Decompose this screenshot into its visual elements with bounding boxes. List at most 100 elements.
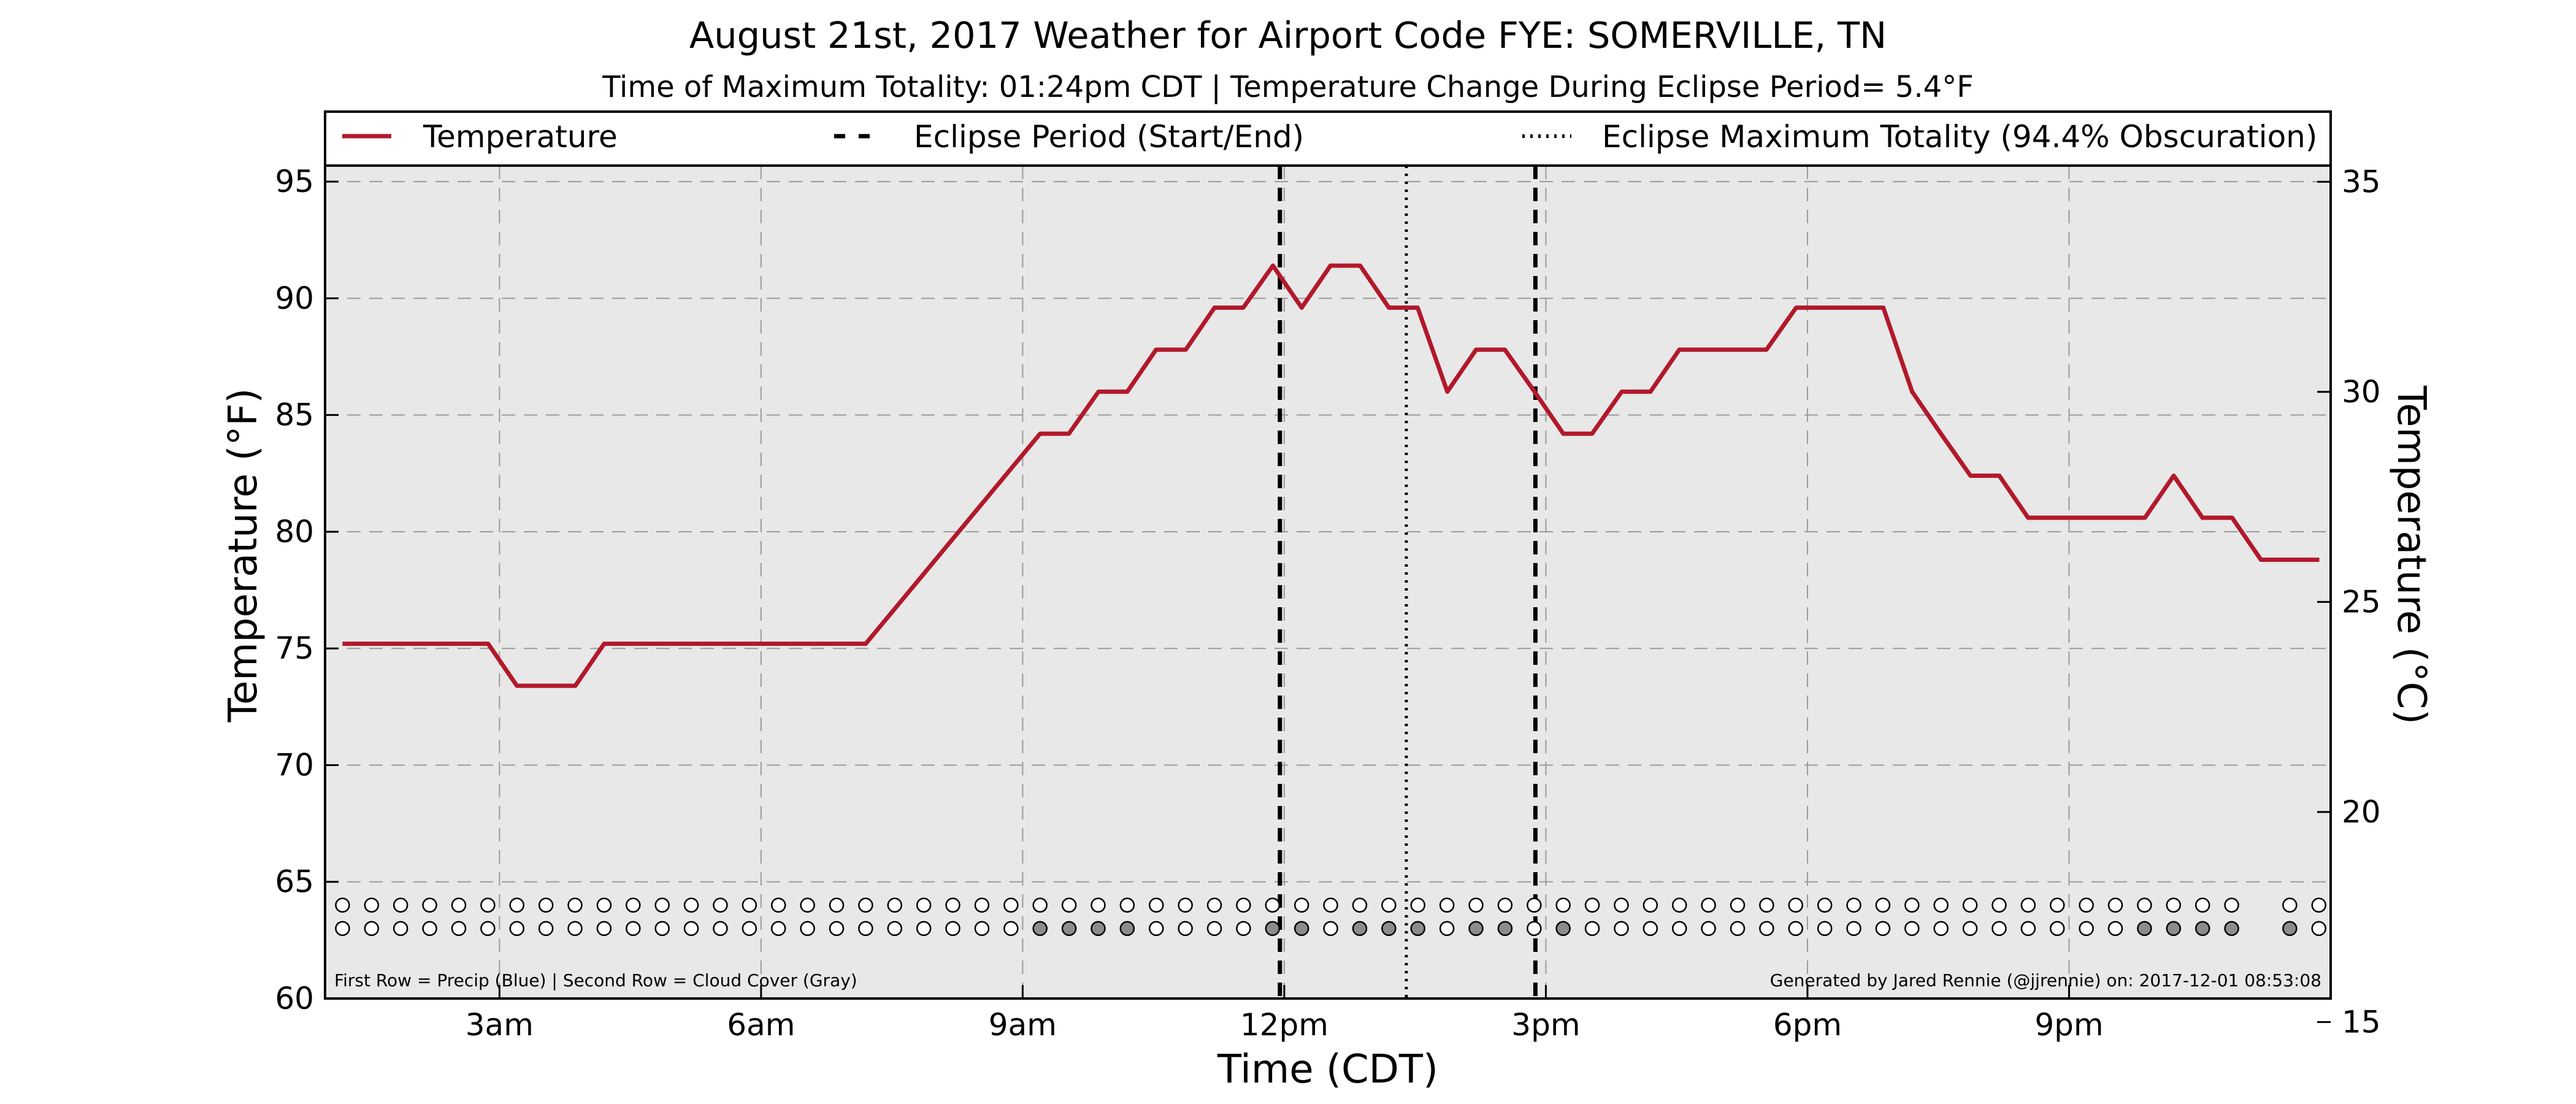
cloud-dot	[2107, 921, 2123, 937]
cloud-dot	[1614, 921, 1629, 937]
precip-dot	[1555, 897, 1571, 913]
credit-note: Generated by Jared Rennie (@jjrennie) on…	[1770, 970, 2321, 991]
cloud-dot	[1294, 921, 1309, 937]
cloud-dot	[2282, 921, 2298, 937]
cloud-dot	[335, 921, 350, 937]
precip-dot	[2195, 897, 2210, 913]
x-tick-label: 12pm	[1240, 1007, 1328, 1043]
grid-lines	[325, 166, 2331, 999]
y2-tick-label: 35	[2342, 164, 2381, 199]
cloud-dot	[916, 921, 932, 937]
cloud-dot	[1991, 921, 2007, 937]
precip-dot	[1265, 897, 1281, 913]
precip-dot	[1003, 897, 1019, 913]
cloud-dot	[1701, 921, 1716, 937]
cloud-dot	[1555, 921, 1571, 937]
precip-dot	[1817, 897, 1833, 913]
precip-dot	[1584, 897, 1600, 913]
series-line-temperature	[342, 263, 2320, 688]
precip-dot	[1294, 897, 1309, 913]
cloud-dot	[626, 921, 641, 937]
cloud-dot	[800, 921, 815, 937]
cloud-dot	[1730, 921, 1746, 937]
precip-dot	[770, 897, 786, 913]
precip-dot	[683, 897, 699, 913]
cloud-dot	[1875, 921, 1891, 937]
precip-dot	[480, 897, 496, 913]
x-tick-label: 3pm	[1511, 1007, 1580, 1043]
cloud-dot	[945, 921, 960, 937]
precip-dot	[1381, 897, 1397, 913]
precip-dot	[509, 897, 525, 913]
row-note: First Row = Precip (Blue) | Second Row =…	[334, 970, 857, 991]
cloud-dot	[974, 921, 990, 937]
plot-background	[325, 166, 2331, 999]
precip-dot	[1991, 897, 2007, 913]
y-tick-label: 70	[275, 747, 314, 783]
cloud-dot	[2166, 921, 2182, 937]
precip-dot	[1846, 897, 1861, 913]
precip-dot	[1439, 897, 1455, 913]
legend-label-eclipse-period: Eclipse Period (Start/End)	[914, 119, 1304, 155]
precip-dot	[1643, 897, 1658, 913]
precip-dot	[1962, 897, 1978, 913]
cloud-dot	[1468, 921, 1484, 937]
cloud-dot	[1149, 921, 1164, 937]
precip-dot	[1527, 897, 1542, 913]
cloud-dot	[480, 921, 496, 937]
precip-dot	[742, 897, 757, 913]
precip-dot	[1119, 897, 1135, 913]
precip-dot	[1614, 897, 1629, 913]
precip-dot	[1323, 897, 1338, 913]
cloud-dot	[2079, 921, 2094, 937]
cloud-dot	[1236, 921, 1251, 937]
precip-dot	[2137, 897, 2152, 913]
precip-dot	[1032, 897, 1048, 913]
precip-dot	[1875, 897, 1891, 913]
precip-dot	[1904, 897, 1920, 913]
precip-dot	[1671, 897, 1687, 913]
cloud-dot	[1759, 921, 1774, 937]
cloud-dot	[2311, 921, 2326, 937]
cloud-dot	[1178, 921, 1193, 937]
cloud-dot	[1962, 921, 1978, 937]
y2-tick-label: 20	[2342, 794, 2381, 830]
x-axis-label: Time (CDT)	[1217, 1047, 1438, 1092]
cloud-dot	[2224, 921, 2239, 937]
legend-label-eclipse-max: Eclipse Maximum Totality (94.4% Obscurat…	[1602, 119, 2317, 155]
cloud-dot	[1323, 921, 1338, 937]
precip-dot	[1149, 897, 1164, 913]
precip-dot	[2311, 897, 2326, 913]
cloud-dot	[422, 921, 437, 937]
precip-dot	[1468, 897, 1484, 913]
cloud-dot	[1846, 921, 1861, 937]
cloud-dot	[538, 921, 554, 937]
cloud-dot	[1410, 921, 1425, 937]
precip-dot	[1236, 897, 1251, 913]
cloud-dot	[858, 921, 873, 937]
cloud-dot	[596, 921, 612, 937]
x-tick-label: 6am	[727, 1007, 795, 1043]
cloud-dot	[1003, 921, 1019, 937]
precip-dot	[1410, 897, 1425, 913]
cloud-dot	[1206, 921, 1222, 937]
cloud-dot	[1497, 921, 1513, 937]
x-tick-label: 6pm	[1773, 1007, 1842, 1043]
cloud-dot	[1439, 921, 1455, 937]
y-axis-label: Temperature (°F)	[221, 388, 266, 723]
y2-axis-ticks: 15 20 25 30 35	[2317, 164, 2381, 1040]
precip-dot	[393, 897, 408, 913]
y-tick-label: 60	[275, 981, 314, 1016]
precip-dot	[1352, 897, 1368, 913]
precip-dot	[626, 897, 641, 913]
precip-dot	[858, 897, 873, 913]
precip-dot	[2079, 897, 2094, 913]
cloud-dot	[1265, 921, 1281, 937]
legend-label-temperature: Temperature	[423, 119, 618, 155]
x-tick-label: 3am	[466, 1007, 534, 1043]
cloud-dot	[742, 921, 757, 937]
cloud-dot	[654, 921, 670, 937]
y-tick-label: 90	[275, 280, 314, 316]
cloud-dot	[1584, 921, 1600, 937]
y-tick-label: 95	[275, 164, 314, 199]
